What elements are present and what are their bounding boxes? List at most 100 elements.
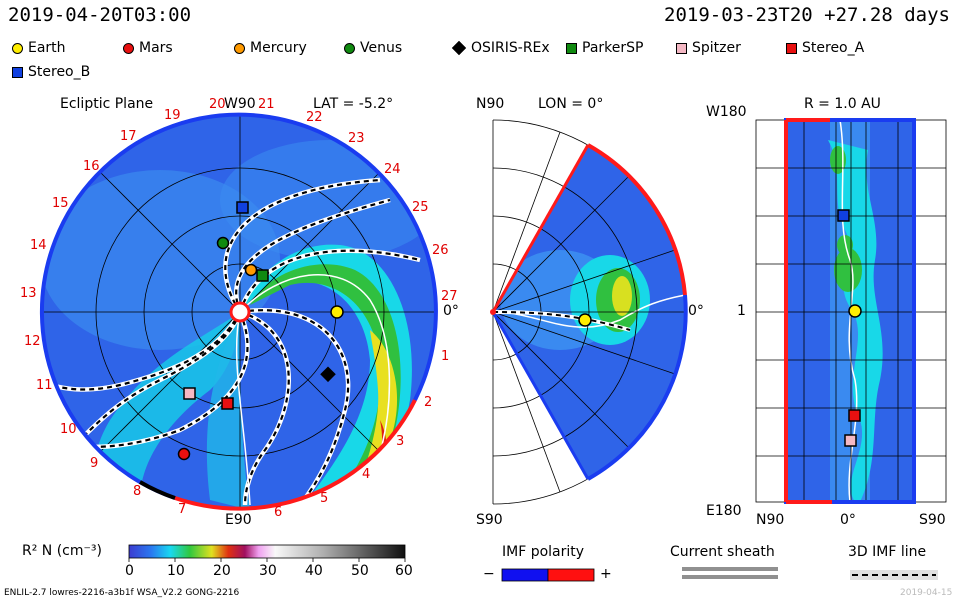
- legend-label: Stereo_A: [802, 40, 865, 56]
- rotation-number: 10: [60, 422, 77, 437]
- earth-marker-radial: [848, 304, 862, 318]
- ecliptic-title: Ecliptic Plane: [60, 96, 154, 112]
- venus-marker-icon: [344, 42, 355, 54]
- legend-mercury: Mercury: [234, 40, 307, 56]
- radial-one-label: 1: [737, 303, 746, 319]
- ecliptic-plane-plot: [39, 112, 438, 511]
- imf-polarity-title: IMF polarity: [502, 544, 585, 560]
- mars-marker: [177, 447, 191, 461]
- radial-r-label: R = 1.0 AU: [804, 96, 881, 112]
- earth-marker-meridional: [578, 313, 592, 327]
- colorbar-tick: 50: [351, 563, 369, 579]
- rotation-number: 15: [52, 196, 69, 211]
- spitzer-marker: [183, 387, 196, 400]
- legend-mars: Mars: [123, 40, 173, 56]
- imf-positive-swatch: [547, 568, 595, 582]
- stereo-b-marker: [236, 201, 249, 214]
- colorbar-tick: 10: [167, 563, 185, 579]
- legend-label: Venus: [360, 40, 403, 56]
- rotation-number: 2: [424, 395, 433, 410]
- rotation-number: 11: [36, 378, 53, 393]
- e90-label: E90: [225, 512, 252, 528]
- legend-osiris-rex: OSIRIS-REx: [451, 40, 550, 56]
- spitzer-marker-icon: [676, 42, 687, 54]
- legend-spitzer: Spitzer: [676, 40, 741, 56]
- rotation-number: 12: [24, 334, 41, 349]
- stereo-a-marker-radial: [848, 409, 861, 422]
- rotation-number: 4: [362, 467, 371, 482]
- radial-w180-label: W180: [706, 104, 747, 120]
- mars-marker-icon: [123, 42, 134, 54]
- colorbar-tick: 30: [259, 563, 277, 579]
- stereo-a-marker: [221, 397, 234, 410]
- current-sheath-title: Current sheath: [670, 544, 775, 560]
- parkersp-marker-icon: [566, 42, 577, 54]
- rotation-number: 17: [120, 129, 137, 144]
- meridional-lon-label: LON = 0°: [538, 96, 604, 112]
- model-date: 2019-03-23T20 +27.28 days: [664, 4, 950, 26]
- rotation-number: 20: [209, 97, 226, 112]
- rotation-number: 3: [396, 434, 405, 449]
- colorbar-label: R² N (cm⁻³): [22, 543, 102, 559]
- rotation-number: 22: [306, 110, 323, 125]
- lat-label: LAT = -5.2°: [313, 96, 394, 112]
- rotation-number: 7: [178, 502, 187, 517]
- stereo-a-marker-icon: [786, 42, 797, 54]
- rotation-number: 13: [20, 286, 37, 301]
- rotation-number: 24: [384, 162, 401, 177]
- rotation-number: 9: [90, 456, 99, 471]
- radial-n90-label: N90: [756, 512, 785, 528]
- legend-earth: Earth: [12, 40, 66, 56]
- rotation-number: 26: [432, 243, 449, 258]
- legend-label: ParkerSP: [582, 40, 644, 56]
- meridional-zero-label: 0°: [688, 303, 704, 319]
- legend-venus: Venus: [344, 40, 402, 56]
- rotation-number: 25: [412, 200, 429, 215]
- legend-label: Mercury: [250, 40, 307, 56]
- earth-marker: [330, 305, 344, 319]
- rotation-number: 16: [83, 159, 100, 174]
- mercury-marker: [244, 263, 258, 277]
- ecliptic-zero-label: 0°: [443, 303, 459, 319]
- parkersp-marker: [256, 269, 269, 282]
- legend-label: Stereo_B: [28, 64, 91, 80]
- legend-label: Mars: [139, 40, 173, 56]
- density-colorbar: [128, 544, 406, 559]
- imf-line-title: 3D IMF line: [848, 544, 927, 560]
- radial-map-plot: [755, 118, 947, 504]
- venus-marker: [216, 236, 230, 250]
- rotation-number: 5: [320, 491, 329, 506]
- colorbar-tick: 20: [213, 563, 231, 579]
- imf-plus-label: +: [600, 566, 612, 582]
- legend-stereo-a: Stereo_A: [786, 40, 864, 56]
- imf-negative-swatch: [501, 568, 549, 582]
- stereo-b-marker-icon: [12, 66, 23, 78]
- legend-parkersp: ParkerSP: [566, 40, 643, 56]
- radial-e180-label: E180: [706, 503, 742, 519]
- radial-zero-label: 0°: [840, 512, 856, 528]
- rotation-number: 19: [164, 108, 181, 123]
- run-date: 2019-04-20T03:00: [8, 4, 192, 26]
- meridional-s90-label: S90: [476, 512, 503, 528]
- rotation-number: 27: [441, 289, 458, 304]
- rotation-number: 14: [30, 238, 47, 253]
- rotation-number: 6: [274, 505, 283, 520]
- legend-stereo-b: Stereo_B: [12, 64, 90, 80]
- osiris-rex-marker: [320, 366, 336, 383]
- rotation-number: 23: [348, 131, 365, 146]
- legend-label: OSIRIS-REx: [471, 40, 550, 56]
- w90-label: W90: [224, 96, 256, 112]
- colorbar-tick: 60: [395, 563, 413, 579]
- footer-date: 2019-04-15: [900, 588, 953, 598]
- stereo-b-marker-radial: [837, 209, 850, 222]
- radial-s90-label: S90: [919, 512, 946, 528]
- legend-label: Earth: [28, 40, 66, 56]
- rotation-number: 1: [441, 349, 450, 364]
- current-sheath-sample: [682, 567, 778, 571]
- colorbar-tick: 0: [125, 563, 134, 579]
- rotation-number: 8: [133, 484, 142, 499]
- meridional-n90-label: N90: [476, 96, 505, 112]
- legend-label: Spitzer: [692, 40, 741, 56]
- earth-marker-icon: [12, 42, 23, 54]
